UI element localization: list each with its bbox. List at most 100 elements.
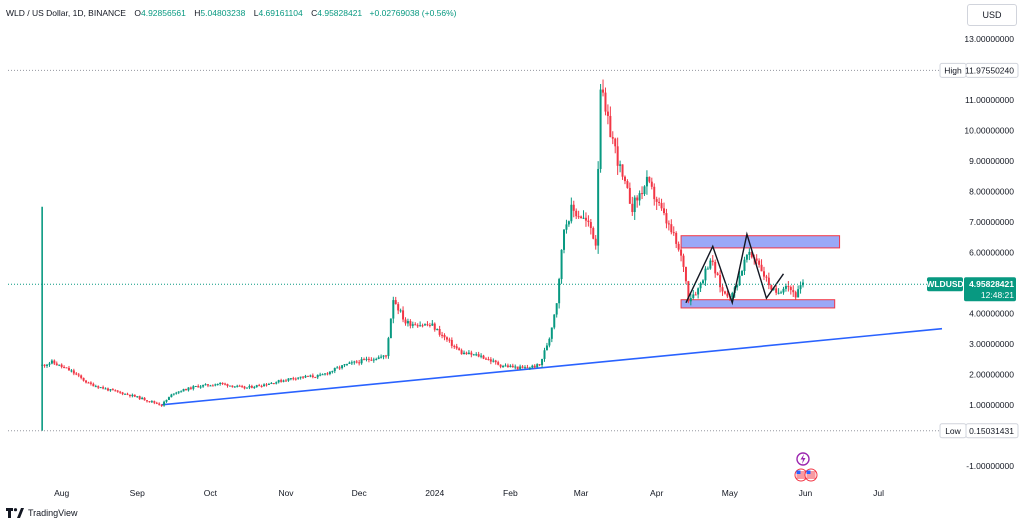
candle-body: [741, 271, 744, 276]
candle-body: [560, 249, 563, 280]
candle-body: [202, 385, 205, 387]
last-price-value: 4.95828421: [969, 279, 1014, 289]
candle-body: [716, 273, 719, 276]
countdown-timer: 12:48:21: [981, 290, 1014, 300]
candle-body: [343, 364, 346, 366]
time-axis[interactable]: Aug Sep Oct Nov Dec 2024 Feb Mar Apr May Jun Jul: [54, 488, 884, 498]
candle-body: [662, 208, 665, 214]
candle-body: [787, 286, 790, 288]
candle-body: [487, 359, 490, 361]
candle-body: [250, 386, 253, 388]
candle-body: [311, 375, 314, 378]
candle-body: [277, 380, 280, 383]
candle-body: [289, 378, 292, 380]
flag-canton: [806, 470, 811, 474]
candle-body: [294, 378, 297, 380]
candle-body: [402, 310, 405, 320]
candle-body: [248, 386, 251, 388]
candle-body: [199, 386, 202, 388]
candle-body: [628, 187, 631, 204]
tradingview-brand[interactable]: TradingView: [6, 508, 78, 518]
candle-body: [433, 323, 436, 330]
candle-body: [111, 389, 114, 391]
candle-body: [597, 168, 600, 246]
candle-body: [89, 382, 92, 384]
candle-body: [104, 388, 107, 390]
candle-body: [85, 380, 88, 383]
candle-body: [306, 375, 309, 377]
candle-body: [99, 387, 102, 389]
candle-body: [270, 383, 273, 385]
symbol-tag: WLDUSD: [926, 279, 963, 289]
candle-body: [648, 176, 651, 182]
drawings-front[interactable]: [685, 231, 785, 306]
drawings[interactable]: [161, 235, 943, 406]
candle-body: [150, 401, 153, 403]
candle-body: [280, 380, 283, 382]
candle-body: [214, 384, 217, 386]
price-tick-label: 13.00000000: [964, 34, 1014, 44]
candle-body: [770, 285, 773, 290]
candle-body: [765, 276, 768, 278]
candle-body: [555, 303, 558, 315]
candle-body: [653, 186, 656, 200]
high-value-box: [965, 62, 1019, 78]
candle-body: [511, 365, 514, 368]
candle-body: [758, 260, 761, 265]
candle-body: [131, 394, 134, 397]
open-key: O: [134, 8, 141, 18]
candle-body: [750, 251, 753, 258]
candle-body: [745, 254, 748, 260]
candle-body: [594, 238, 597, 246]
candle-body: [609, 115, 612, 138]
candle-body: [548, 338, 551, 346]
candle-body: [65, 367, 68, 369]
candle-body: [121, 392, 124, 395]
candle-body: [689, 298, 692, 302]
candle-body: [614, 138, 617, 147]
price-axis[interactable]: 13.00000000 11.00000000 10.00000000 9.00000…: [926, 34, 1019, 471]
candle-body: [775, 288, 778, 293]
lightning-glyph: [800, 454, 806, 464]
event-markers[interactable]: [794, 452, 818, 482]
price-tick-label: 2.00000000: [969, 369, 1014, 379]
price-tick-label: 7.00000000: [969, 217, 1014, 227]
candle-body: [285, 380, 288, 382]
candle-body: [465, 352, 468, 355]
candle-body: [470, 352, 473, 355]
candle-body: [175, 392, 178, 394]
price-tick-label: 3.00000000: [969, 339, 1014, 349]
time-tick-label: Aug: [54, 488, 69, 498]
candle-body: [219, 382, 222, 384]
currency-button[interactable]: USD: [967, 4, 1017, 26]
candle-body: [438, 329, 441, 335]
high-low-lines: [8, 69, 942, 432]
candle-body: [384, 355, 387, 357]
candle-body: [504, 365, 507, 367]
candle-body: [475, 354, 478, 356]
candle-body: [789, 287, 792, 291]
candle-body: [228, 385, 231, 387]
candle-body: [82, 377, 85, 381]
candle-body: [748, 251, 751, 255]
candle-body: [53, 360, 56, 364]
candle-body: [265, 384, 268, 386]
candle-body: [92, 383, 95, 387]
time-tick-label: Jul: [873, 488, 884, 498]
candle-body: [375, 358, 378, 360]
candle-body: [709, 260, 712, 269]
candle-body: [180, 391, 183, 393]
candle-body: [760, 264, 763, 272]
candle-body: [63, 366, 66, 368]
candle-body: [165, 399, 168, 402]
low-value: 4.69161104: [258, 8, 303, 18]
candle-body: [389, 318, 392, 339]
candle-body: [484, 358, 487, 360]
candle-body: [482, 355, 485, 359]
candle-body: [226, 384, 229, 386]
candle-body: [331, 371, 334, 373]
candle-body: [167, 397, 170, 400]
candle-body: [589, 222, 592, 229]
candle-body: [299, 376, 302, 378]
